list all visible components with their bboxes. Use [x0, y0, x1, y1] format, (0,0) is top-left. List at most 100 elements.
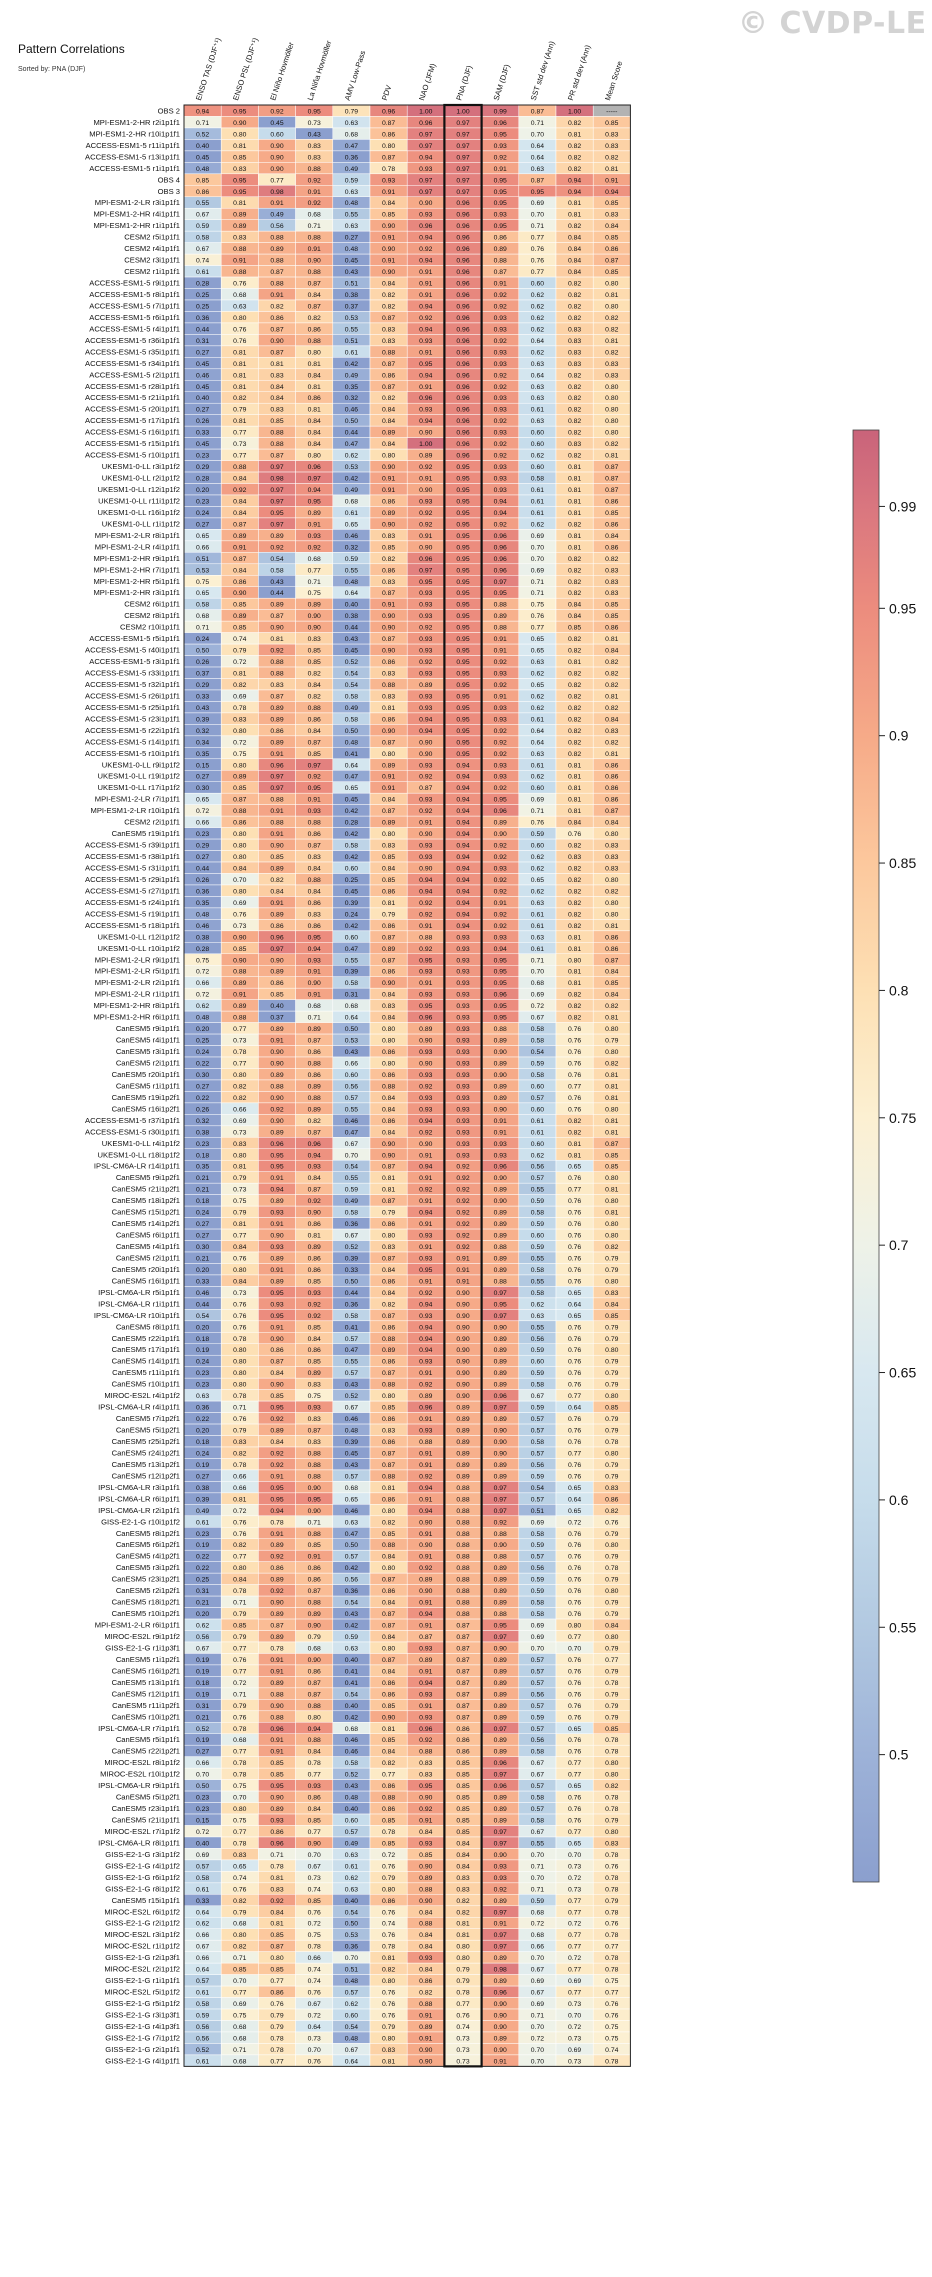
cell-value: 0.73 [568, 2001, 581, 2008]
cell-value: 0.58 [531, 1026, 544, 1033]
cell-value: 0.65 [531, 682, 544, 689]
cell-value: 0.94 [494, 498, 507, 505]
cell-value: 0.57 [531, 1668, 544, 1675]
cell-value: 0.95 [456, 693, 469, 700]
cell-value: 0.70 [196, 1772, 209, 1779]
row-label: ACCESS-ESM1-5 r29i1p1f1 [85, 875, 180, 884]
cell-value: 0.92 [456, 1187, 469, 1194]
cell-value: 0.82 [568, 900, 581, 907]
cell-value: 0.87 [605, 476, 618, 483]
cell-value: 0.87 [382, 1313, 395, 1320]
cell-value: 0.70 [531, 2024, 544, 2031]
cell-value: 0.74 [196, 258, 209, 265]
cell-value: 0.52 [196, 131, 209, 138]
cell-value: 0.76 [568, 1657, 581, 1664]
cell-value: 0.64 [196, 1967, 209, 1974]
cell-value: 0.62 [531, 303, 544, 310]
cell-value: 0.83 [605, 361, 618, 368]
cell-value: 0.79 [605, 1428, 618, 1435]
cell-value: 0.92 [494, 923, 507, 930]
cell-value: 0.79 [382, 2024, 395, 2031]
cell-value: 0.73 [568, 2058, 581, 2065]
cell-value: 0.96 [270, 934, 283, 941]
cell-value: 0.85 [382, 1703, 395, 1710]
cell-value: 0.96 [494, 1760, 507, 1767]
column-header: PR std dev (Ann) [566, 43, 593, 101]
cell-value: 0.64 [531, 338, 544, 345]
cell-value: 0.40 [345, 1806, 358, 1813]
cell-value: 0.71 [233, 1600, 246, 1607]
cell-value: 0.60 [531, 281, 544, 288]
cell-value: 0.95 [494, 1003, 507, 1010]
cell-value: 0.73 [233, 923, 246, 930]
cell-value: 0.92 [419, 1382, 432, 1389]
cell-value: 0.82 [568, 430, 581, 437]
cell-value: 0.95 [233, 189, 246, 196]
cell-value: 0.82 [382, 1967, 395, 1974]
cell-value: 0.93 [419, 407, 432, 414]
sort-subtitle: Sorted by: PNA (DJF) [18, 66, 86, 73]
cell-value: 0.97 [456, 143, 469, 150]
cell-value: 0.89 [308, 1026, 321, 1033]
cell-value: 0.91 [419, 533, 432, 540]
cell-value: 0.71 [270, 1852, 283, 1859]
cell-value: 0.90 [270, 1703, 283, 1710]
cell-value: 0.54 [531, 1049, 544, 1056]
cell-value: 0.77 [270, 177, 283, 184]
cell-value: 0.83 [308, 1439, 321, 1446]
cell-value: 0.87 [233, 521, 246, 528]
cell-value: 0.88 [308, 1060, 321, 1067]
cell-value: 0.93 [419, 1233, 432, 1240]
cell-value: 0.70 [345, 1955, 358, 1962]
cell-value: 0.93 [494, 349, 507, 356]
cell-value: 0.76 [568, 1060, 581, 1067]
cell-value: 0.88 [308, 1450, 321, 1457]
cell-value: 0.27 [196, 854, 209, 861]
cell-value: 0.88 [456, 1588, 469, 1595]
cell-value: 0.82 [568, 395, 581, 402]
row-label: CanESM5 r7i1p2f1 [116, 1414, 180, 1423]
cell-value: 0.77 [308, 1829, 321, 1836]
cell-value: 0.59 [531, 1898, 544, 1905]
cell-value: 0.72 [568, 2024, 581, 2031]
cell-value: 0.99 [494, 108, 507, 115]
cell-value: 0.82 [568, 281, 581, 288]
cell-value: 0.75 [605, 2035, 618, 2042]
cell-value: 0.87 [382, 957, 395, 964]
row-label: IPSL-CM6A-LR r10i1p1f1 [94, 1311, 180, 1320]
cell-value: 0.82 [568, 418, 581, 425]
cell-value: 0.64 [531, 728, 544, 735]
row-label: IPSL-CM6A-LR r3i1p1f1 [98, 1483, 180, 1492]
cell-value: 0.84 [382, 797, 395, 804]
cell-value: 0.90 [270, 1382, 283, 1389]
cell-value: 0.85 [308, 1278, 321, 1285]
cell-value: 0.82 [419, 1990, 432, 1997]
cell-value: 0.57 [531, 1428, 544, 1435]
cell-value: 0.80 [382, 831, 395, 838]
cell-value: 0.60 [531, 1359, 544, 1366]
cell-value: 0.57 [531, 1554, 544, 1561]
cell-value: 0.87 [308, 1428, 321, 1435]
cell-value: 0.93 [494, 934, 507, 941]
cell-value: 0.52 [345, 1772, 358, 1779]
cell-value: 0.15 [196, 1818, 209, 1825]
cell-value: 0.76 [568, 1175, 581, 1182]
cell-value: 0.76 [568, 1370, 581, 1377]
cell-value: 0.67 [308, 1863, 321, 1870]
cell-value: 0.86 [494, 235, 507, 242]
cell-value: 0.46 [345, 1118, 358, 1125]
cell-value: 0.92 [270, 1416, 283, 1423]
cell-value: 0.82 [605, 671, 618, 678]
cell-value: 0.87 [382, 1611, 395, 1618]
cell-value: 0.92 [419, 659, 432, 666]
cell-value: 0.57 [345, 1829, 358, 1836]
cell-value: 0.65 [568, 1783, 581, 1790]
cell-value: 0.98 [270, 189, 283, 196]
cell-value: 0.93 [456, 1106, 469, 1113]
cell-value: 0.97 [456, 120, 469, 127]
cell-value: 0.89 [494, 1370, 507, 1377]
cell-value: 0.76 [233, 1531, 246, 1538]
cell-value: 0.90 [419, 2058, 432, 2065]
cell-value: 0.71 [531, 2013, 544, 2020]
column-header: PDV [380, 83, 394, 102]
